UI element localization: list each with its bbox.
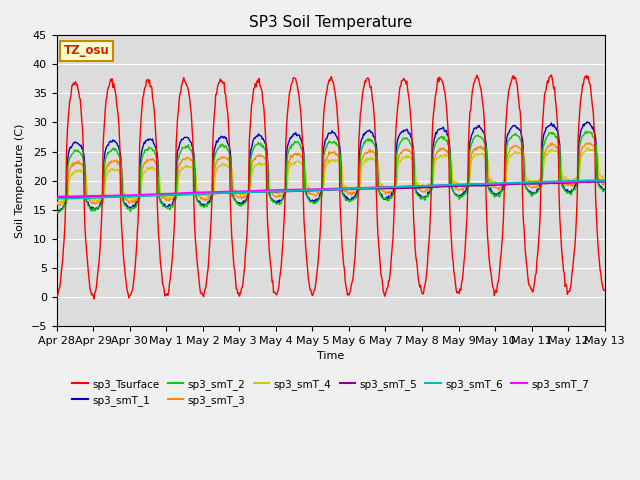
sp3_smT_7 xyxy=(53,193,61,199)
sp3_smT_1 xyxy=(583,119,591,125)
sp3_Tsurface xyxy=(53,293,61,299)
sp3_smT_2 xyxy=(323,144,331,149)
sp3_Tsurface xyxy=(323,88,331,94)
sp3_smT_1 xyxy=(550,123,558,129)
sp3_smT_3 xyxy=(174,173,182,179)
sp3_smT_5 xyxy=(196,191,204,197)
Y-axis label: Soil Temperature (C): Soil Temperature (C) xyxy=(15,123,25,238)
sp3_smT_3 xyxy=(53,201,61,206)
sp3_smT_5 xyxy=(323,187,330,193)
sp3_smT_3 xyxy=(601,180,609,186)
Line: sp3_smT_3: sp3_smT_3 xyxy=(57,143,605,205)
Line: sp3_smT_1: sp3_smT_1 xyxy=(57,122,605,212)
sp3_Tsurface xyxy=(197,291,205,297)
sp3_smT_6 xyxy=(58,196,65,202)
sp3_smT_5 xyxy=(598,179,605,184)
Line: sp3_smT_7: sp3_smT_7 xyxy=(57,181,605,196)
sp3_smT_1 xyxy=(173,156,180,161)
Title: SP3 Soil Temperature: SP3 Soil Temperature xyxy=(249,15,412,30)
sp3_smT_4 xyxy=(323,163,330,168)
sp3_smT_2 xyxy=(430,144,438,150)
sp3_smT_4 xyxy=(53,201,61,207)
sp3_smT_2 xyxy=(582,128,589,134)
sp3_smT_2 xyxy=(53,209,61,215)
sp3_smT_4 xyxy=(196,190,204,196)
sp3_smT_4 xyxy=(429,179,437,185)
sp3_smT_3 xyxy=(56,203,63,208)
sp3_smT_6 xyxy=(552,179,559,184)
sp3_smT_4 xyxy=(376,178,383,183)
sp3_smT_5 xyxy=(429,184,437,190)
sp3_smT_4 xyxy=(584,145,592,151)
Text: TZ_osu: TZ_osu xyxy=(64,44,109,57)
sp3_smT_7 xyxy=(54,193,62,199)
sp3_smT_7 xyxy=(601,178,609,184)
sp3_smT_1 xyxy=(429,141,437,146)
sp3_smT_4 xyxy=(601,175,609,180)
sp3_smT_5 xyxy=(173,192,180,197)
sp3_smT_2 xyxy=(552,133,559,139)
sp3_smT_7 xyxy=(323,186,331,192)
sp3_Tsurface xyxy=(174,114,182,120)
sp3_smT_3 xyxy=(197,196,205,202)
sp3_Tsurface xyxy=(90,296,98,302)
Line: sp3_Tsurface: sp3_Tsurface xyxy=(57,75,605,299)
sp3_smT_5 xyxy=(376,186,383,192)
sp3_smT_2 xyxy=(54,210,61,216)
Line: sp3_smT_2: sp3_smT_2 xyxy=(57,131,605,213)
sp3_smT_4 xyxy=(173,191,180,196)
sp3_smT_7 xyxy=(552,180,559,185)
sp3_smT_1 xyxy=(196,201,204,207)
sp3_smT_1 xyxy=(376,189,383,194)
sp3_Tsurface xyxy=(430,105,438,110)
sp3_smT_5 xyxy=(550,180,558,186)
sp3_smT_6 xyxy=(53,196,61,202)
sp3_Tsurface xyxy=(376,259,384,265)
sp3_smT_7 xyxy=(376,184,384,190)
sp3_smT_3 xyxy=(430,156,438,162)
sp3_smT_7 xyxy=(197,190,205,195)
sp3_smT_7 xyxy=(600,178,608,184)
sp3_smT_6 xyxy=(197,191,205,197)
sp3_Tsurface xyxy=(601,288,609,293)
sp3_smT_3 xyxy=(552,143,559,148)
sp3_smT_2 xyxy=(174,158,182,164)
sp3_smT_2 xyxy=(601,188,609,194)
sp3_smT_1 xyxy=(53,209,61,215)
sp3_Tsurface xyxy=(552,102,560,108)
Legend: sp3_Tsurface, sp3_smT_1, sp3_smT_2, sp3_smT_3, sp3_smT_4, sp3_smT_5, sp3_smT_6, : sp3_Tsurface, sp3_smT_1, sp3_smT_2, sp3_… xyxy=(68,374,593,410)
sp3_smT_5 xyxy=(53,195,61,201)
sp3_smT_6 xyxy=(430,183,438,189)
sp3_smT_1 xyxy=(323,136,330,142)
sp3_smT_3 xyxy=(323,155,331,160)
sp3_smT_3 xyxy=(376,186,384,192)
Line: sp3_smT_4: sp3_smT_4 xyxy=(57,148,605,204)
sp3_smT_5 xyxy=(601,179,609,185)
sp3_smT_7 xyxy=(430,182,438,188)
sp3_smT_3 xyxy=(586,140,593,146)
sp3_smT_6 xyxy=(323,187,331,192)
sp3_smT_6 xyxy=(376,185,384,191)
Line: sp3_smT_6: sp3_smT_6 xyxy=(57,180,605,199)
sp3_smT_1 xyxy=(601,186,609,192)
sp3_smT_7 xyxy=(174,191,182,196)
X-axis label: Time: Time xyxy=(317,351,344,361)
sp3_smT_2 xyxy=(376,191,384,196)
sp3_smT_6 xyxy=(174,192,182,198)
sp3_smT_2 xyxy=(197,203,205,209)
sp3_smT_4 xyxy=(550,148,558,154)
sp3_Tsurface xyxy=(548,72,556,78)
sp3_smT_6 xyxy=(601,177,609,183)
Line: sp3_smT_5: sp3_smT_5 xyxy=(57,181,605,198)
